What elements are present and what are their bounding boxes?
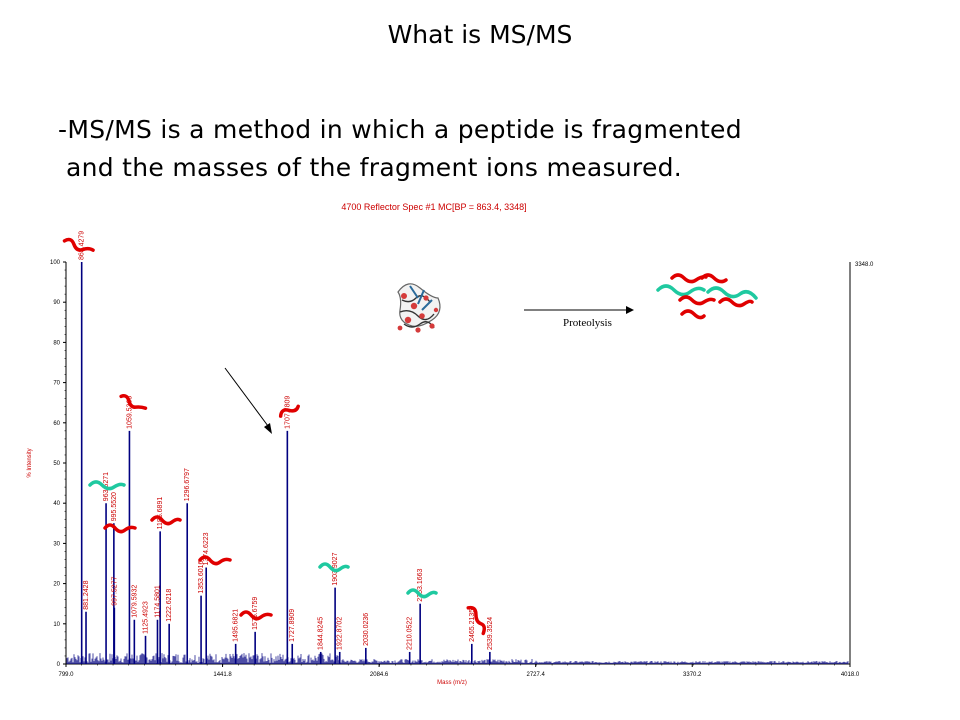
squiggle-red-6: [198, 555, 232, 566]
squiggle-red-13: [680, 309, 706, 320]
proteolysis-arrowhead: [626, 306, 634, 314]
peak-label-4: 997.5277: [111, 576, 118, 605]
peak-label-8: 1174.5801: [154, 585, 161, 618]
squiggle-teal-1: [88, 480, 126, 491]
squiggle-red-11: [678, 295, 716, 306]
peak-label-20: 1922.8702: [337, 617, 344, 650]
peak-label-10: 1222.6218: [166, 589, 173, 622]
squiggle-red-8: [466, 605, 487, 636]
peak-label-11: 1296.6797: [184, 468, 191, 501]
x-tick-label-3: 2727.4: [526, 672, 545, 678]
body-line-1: -MS/MS is a method in which a peptide is…: [58, 115, 742, 144]
peak-label-3: 995.5520: [111, 492, 118, 521]
peak-label-24: 2465.2135: [469, 609, 476, 642]
x-tick-label-2: 2084.6: [370, 672, 389, 678]
peak-label-15: 1575.6759: [252, 597, 259, 630]
peak-label-13: 1374.6223: [203, 532, 210, 565]
fragment-squiggles: [62, 237, 758, 636]
noise-trace: [66, 653, 849, 664]
y-tick-label-10: 100: [50, 260, 61, 266]
y-tick-label-5: 50: [53, 461, 60, 467]
peak-label-16: 1707.7809: [284, 396, 291, 429]
squiggle-red-4: [103, 523, 137, 534]
y-tick-label-8: 80: [53, 340, 60, 346]
body-line-2: and the masses of the fragment ions meas…: [66, 153, 683, 182]
peak-label-17: 1727.8909: [289, 609, 296, 642]
squiggle-teal-5: [706, 286, 758, 300]
peak-label-21: 2030.0236: [363, 613, 370, 646]
y-tick-label-9: 90: [53, 300, 60, 306]
y-axis-label: % Intensity: [27, 448, 33, 477]
squiggle-teal-4: [656, 284, 706, 297]
noise-floor: [66, 653, 849, 664]
x-axis-label: Mass (m/z): [437, 680, 467, 686]
x-tick-label-5: 4018.0: [841, 672, 860, 678]
right-axis-label: 3348.0: [855, 262, 874, 268]
y-tick-group: 0 10 20 30 40 50 60 70 80 90 100: [50, 260, 66, 668]
squiggle-teal-2: [318, 562, 350, 573]
peak-label-9: 1185.6891: [157, 497, 164, 530]
y-tick-label-3: 30: [53, 541, 60, 547]
peak-label-22: 2210.0522: [407, 617, 414, 650]
x-tick-label-4: 3370.2: [683, 672, 702, 678]
peak-label-group: 863.4279881.2428963.5271995.5520997.5277…: [79, 231, 494, 650]
peak-label-6: 1079.5932: [131, 585, 138, 618]
squiggle-red-7: [239, 610, 273, 621]
y-tick-label-1: 10: [53, 622, 60, 628]
peak-label-1: 881.2428: [83, 580, 90, 609]
squiggle-red-1: [62, 237, 95, 252]
y-tick-label-4: 40: [53, 501, 60, 507]
y-tick-label-7: 70: [53, 381, 60, 387]
x-tick-group: 799.0 1441.8 2084.6 2727.4 3370.2 4018.0: [58, 664, 860, 678]
x-tick-label-1: 1441.8: [213, 672, 232, 678]
y-tick-label-2: 20: [53, 582, 60, 588]
peak-label-0: 863.4279: [79, 231, 86, 260]
peak-group: [80, 262, 491, 664]
squiggle-teal-3: [406, 588, 438, 599]
peak-label-5: 1059.5365: [126, 396, 133, 429]
squiggle-red-3: [278, 404, 300, 418]
peak-label-14: 1495.6821: [233, 609, 240, 642]
squiggle-red-10: [700, 273, 728, 284]
squiggle-red-5: [150, 515, 182, 526]
y-tick-label-0: 0: [57, 662, 61, 668]
selection-arrow: [224, 367, 269, 427]
peak-label-18: 1844.8245: [318, 617, 325, 650]
proteolysis-label: Proteolysis: [563, 317, 612, 329]
slide-title: What is MS/MS: [387, 20, 573, 49]
peak-label-12: 1353.6016: [198, 560, 205, 593]
peak-label-7: 1125.4923: [143, 601, 150, 634]
peak-label-23: 2253.1663: [417, 569, 424, 602]
squiggle-red-2: [119, 394, 148, 410]
selection-arrowhead: [264, 423, 272, 434]
protein-structure-icon: [397, 283, 441, 333]
y-tick-label-6: 60: [53, 421, 60, 427]
squiggle-red-12: [718, 297, 754, 308]
x-tick-label-0: 799.0: [58, 672, 74, 678]
spectrum-title: 4700 Reflector Spec #1 MC[BP = 863.4, 33…: [341, 202, 526, 212]
peak-label-25: 2539.3524: [487, 617, 494, 650]
